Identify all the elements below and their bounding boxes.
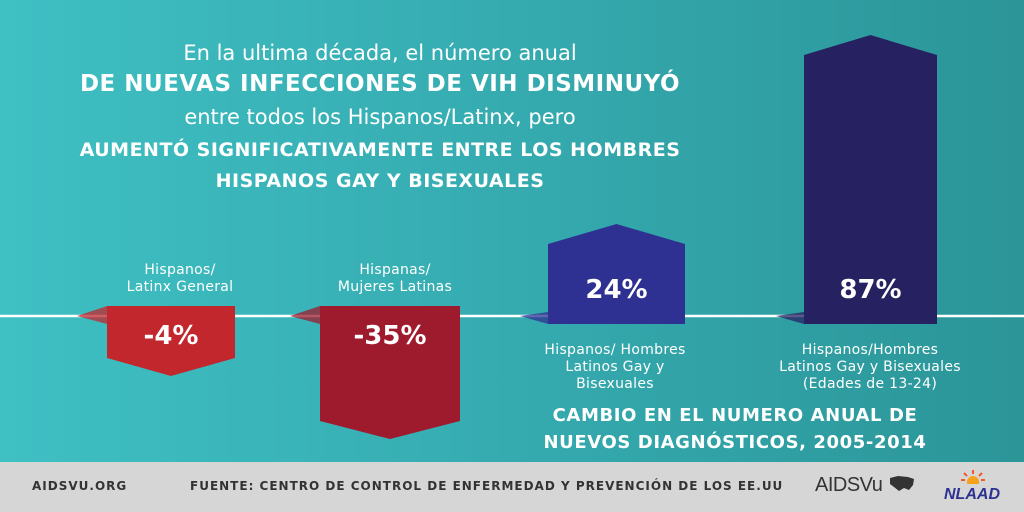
headline-line-5: HISPANOS GAY Y BISEXUALES [215,170,545,192]
category-label-2-line-1: Hispanas/ [359,262,431,278]
bar-chart: -4% -35% 24% 87% [77,35,937,439]
bar-4 [804,35,937,324]
category-label-1-line-2: Latinx General [126,279,234,295]
usa-map-icon [889,476,914,491]
headline-line-1: En la ultima década, el número anual [183,41,577,65]
bar-1 [107,306,235,376]
category-label-4-line-3: (Edades de 13-24) [802,376,938,392]
footer-site-link[interactable]: AIDSVU.ORG [32,479,128,493]
nlaad-logo: NLAAD [942,470,1002,506]
headline-line-3: entre todos los Hispanos/Latinx, pero [184,105,576,129]
bar-2 [320,306,460,439]
category-label-4-line-1: Hispanos/Hombres [801,342,939,358]
category-label-1: Hispanos/ Latinx General [100,262,260,296]
bar-value-label-1: -4% [144,321,199,351]
bar-fold-1 [77,306,107,324]
category-label-2-line-2: Mujeres Latinas [337,279,453,295]
bar-3 [548,224,685,324]
category-label-1-line-1: Hispanos/ [144,262,216,278]
category-label-3-line-3: Bisexuales [576,376,654,392]
chart-caption: CAMBIO EN EL NUMERO ANUAL DE NUEVOS DIAG… [500,402,970,456]
headline-line-4: AUMENTÓ SIGNIFICATIVAMENTE ENTRE LOS HOM… [79,139,681,161]
category-label-3-line-1: Hispanos/ Hombres [544,342,686,358]
category-label-2: Hispanas/ Mujeres Latinas [310,262,480,296]
bar-value-label-2: -35% [353,321,426,351]
category-label-3-line-2: Latinos Gay y [565,359,665,375]
bar-fold-3 [520,312,548,324]
bar-fold-4 [776,312,804,324]
category-label-3: Hispanos/ Hombres Latinos Gay y Bisexual… [520,342,710,393]
bar-value-label-3: 24% [585,275,647,305]
headline-line-2: DE NUEVAS INFECCIONES DE VIH DISMINUYÓ [79,71,681,97]
bar-value-label-4: 87% [839,275,901,305]
footer-source: FUENTE: CENTRO DE CONTROL DE ENFERMEDAD … [190,479,784,493]
chart-caption-line-2: NUEVOS DIAGNÓSTICOS, 2005-2014 [543,432,927,453]
bar-fold-2 [290,306,320,324]
chart-caption-line-1: CAMBIO EN EL NUMERO ANUAL DE [552,405,918,426]
sun-icon [961,470,985,484]
category-label-4-line-2: Latinos Gay y Bisexuales [779,359,961,375]
footer: AIDSVU.ORG FUENTE: CENTRO DE CONTROL DE … [0,462,1024,512]
aidsvu-logo-text: AIDSVu [815,474,883,496]
headline: En la ultima década, el número anual DE … [0,38,760,196]
aidsvu-logo: AIDSVu [815,474,916,497]
category-label-4: Hispanos/Hombres Latinos Gay y Bisexuale… [760,342,980,393]
nlaad-logo-text: NLAAD [944,486,1000,503]
